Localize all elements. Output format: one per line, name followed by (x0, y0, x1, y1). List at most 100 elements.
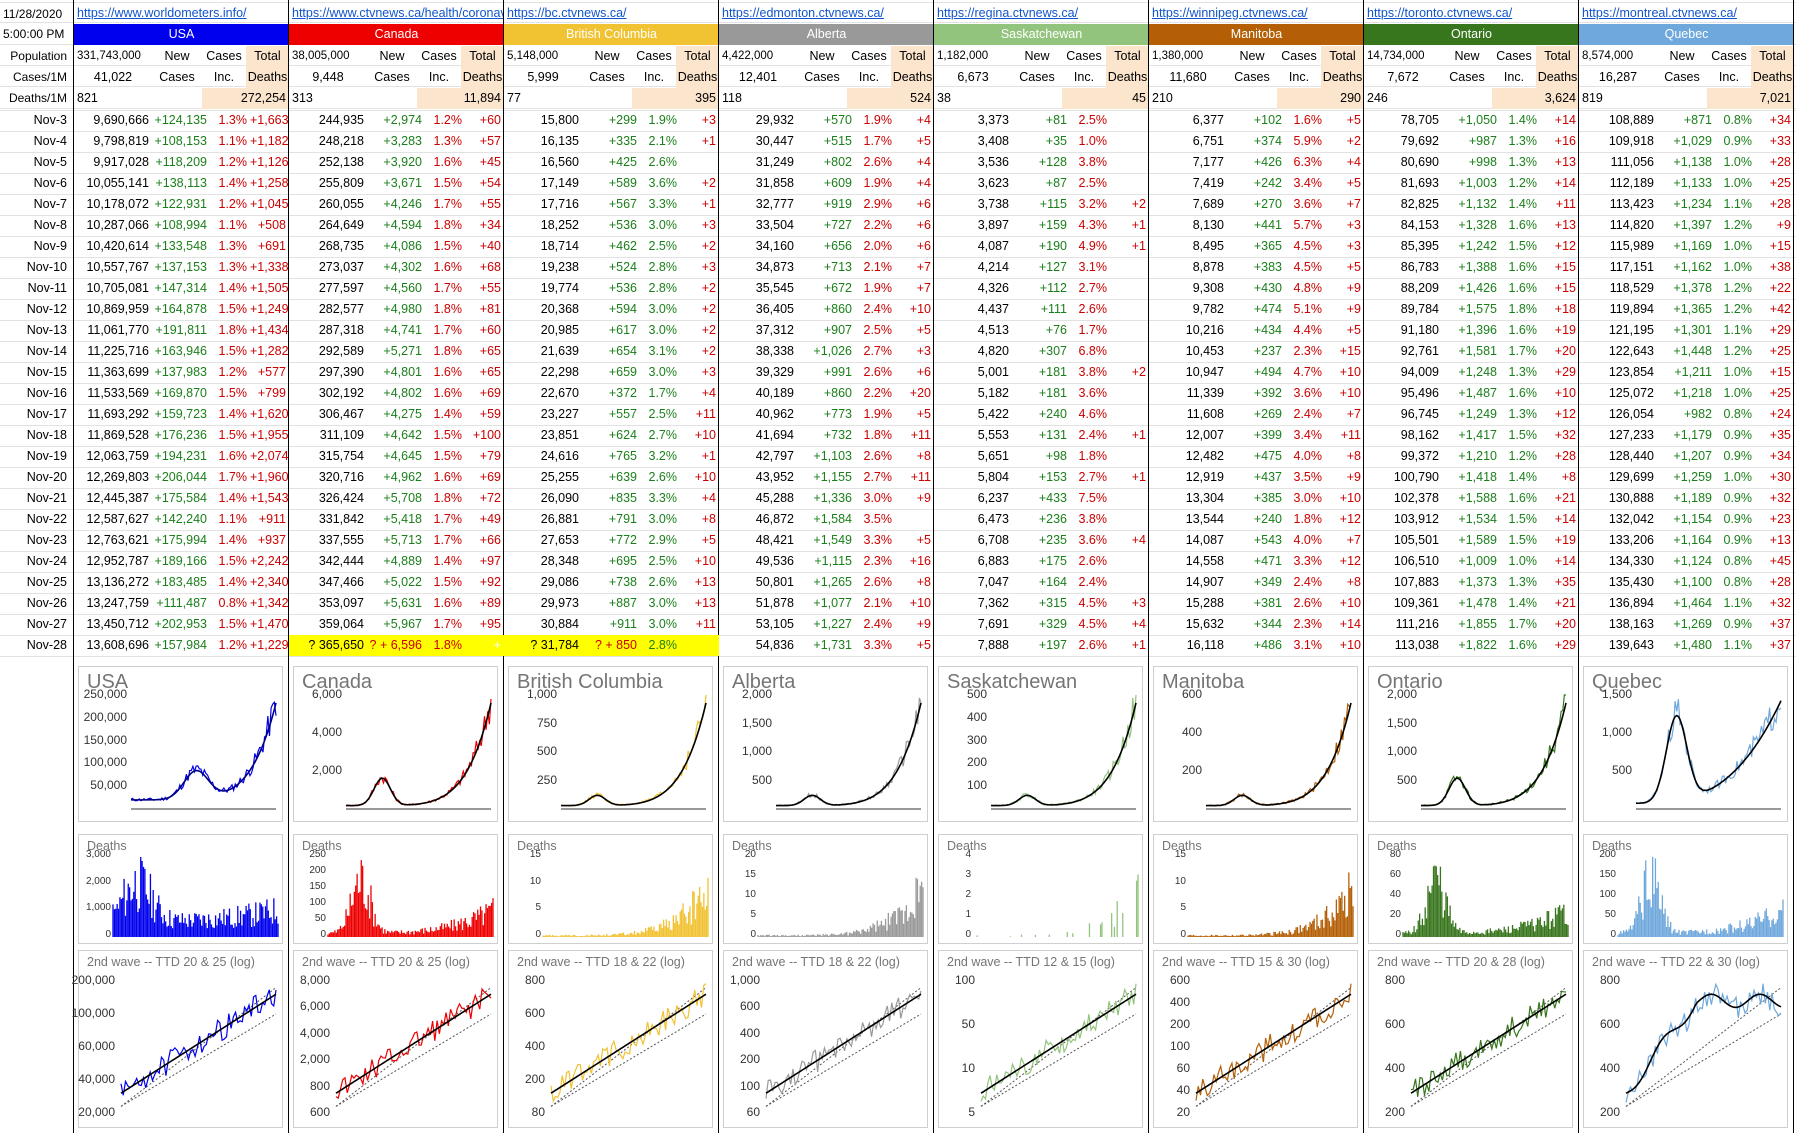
new-cases[interactable]: +695 (608, 554, 637, 568)
increase-pct[interactable]: 2.6% (863, 365, 893, 379)
new-cases[interactable]: +147,314 (154, 281, 207, 295)
new-deaths[interactable]: +7 (916, 281, 931, 295)
cum-cases[interactable]: 29,973 (540, 596, 579, 610)
new-deaths[interactable]: +2 (701, 176, 716, 190)
increase-pct[interactable]: 2.6% (1078, 554, 1108, 568)
new-deaths[interactable]: +55 (479, 281, 501, 295)
cum-cases[interactable]: 16,135 (540, 134, 579, 148)
cum-cases[interactable]: 359,064 (318, 617, 364, 631)
increase-pct[interactable]: 2.4% (1078, 575, 1108, 589)
cum-cases[interactable]: 78,705 (1400, 113, 1439, 127)
cum-cases[interactable]: 11,533,569 (87, 386, 149, 400)
new-deaths[interactable]: +25 (1769, 386, 1791, 400)
increase-pct[interactable]: 1.7% (433, 533, 463, 547)
new-cases[interactable]: +589 (608, 176, 637, 190)
new-cases[interactable]: +270 (1253, 197, 1282, 211)
new-cases[interactable]: +344 (1253, 617, 1282, 631)
new-cases[interactable]: +175,994 (154, 533, 207, 547)
new-deaths[interactable]: +15 (1554, 260, 1576, 274)
new-deaths[interactable]: +5 (916, 407, 931, 421)
increase-pct[interactable]: 3.6% (1293, 197, 1323, 211)
cum-cases[interactable]: 12,952,787 (86, 554, 149, 568)
increase-pct[interactable]: 3.1% (1293, 638, 1323, 652)
increase-pct[interactable]: 3.0% (648, 365, 678, 379)
increase-pct[interactable]: 3.6% (1293, 386, 1323, 400)
cum-cases[interactable]: 30,447 (755, 134, 794, 148)
new-deaths[interactable]: +14 (1554, 554, 1576, 568)
increase-pct[interactable]: 3.5% (1293, 470, 1323, 484)
new-deaths[interactable]: +55 (479, 197, 501, 211)
new-cases[interactable]: +4,560 (383, 281, 422, 295)
increase-pct[interactable]: 2.8% (648, 260, 678, 274)
new-deaths[interactable]: +28 (1769, 575, 1791, 589)
new-deaths[interactable]: +4 (701, 491, 716, 505)
new-deaths[interactable]: +19 (1554, 533, 1576, 547)
cum-cases[interactable]: 45,288 (755, 491, 794, 505)
new-deaths[interactable]: +1 (701, 449, 716, 463)
new-deaths[interactable]: +4 (701, 386, 716, 400)
increase-pct[interactable]: 1.8% (433, 491, 463, 505)
new-deaths[interactable]: +14 (1554, 512, 1576, 526)
new-deaths[interactable]: +19 (1554, 323, 1576, 337)
new-deaths[interactable]: +100 (472, 428, 501, 442)
new-cases[interactable]: +98 (1045, 449, 1067, 463)
cum-cases[interactable]: 123,854 (1608, 365, 1654, 379)
increase-pct[interactable]: 1.0% (1723, 155, 1753, 169)
cum-cases[interactable]: 79,692 (1400, 134, 1439, 148)
new-deaths[interactable]: +16 (909, 554, 931, 568)
increase-pct[interactable]: 1.6% (1508, 323, 1538, 337)
cum-cases[interactable]: 11,339 (1186, 386, 1224, 400)
new-deaths[interactable]: +28 (1769, 155, 1791, 169)
cum-cases[interactable]: 26,090 (540, 491, 579, 505)
cum-cases[interactable]: 6,751 (1192, 134, 1224, 148)
new-cases[interactable]: +164,878 (154, 302, 207, 316)
cum-cases[interactable]: 19,774 (540, 281, 579, 295)
increase-pct[interactable]: 1.5% (1508, 428, 1538, 442)
new-deaths[interactable]: +5 (701, 533, 716, 547)
new-cases[interactable]: +1,549 (813, 533, 852, 547)
increase-pct[interactable]: 1.8% (433, 218, 463, 232)
cum-cases[interactable]: 23,851 (540, 428, 579, 442)
new-cases[interactable]: +124,135 (154, 113, 207, 127)
new-cases[interactable]: +240 (1038, 407, 1067, 421)
cum-cases[interactable]: 11,363,699 (87, 365, 149, 379)
cum-cases[interactable]: 136,894 (1608, 596, 1654, 610)
increase-pct[interactable]: 1.0% (1723, 239, 1753, 253)
increase-pct[interactable]: 0.9% (1723, 428, 1753, 442)
increase-pct[interactable]: 1.0% (1723, 386, 1753, 400)
increase-pct[interactable]: 1.5% (433, 449, 463, 463)
new-deaths[interactable]: +13 (1769, 533, 1791, 547)
new-cases[interactable]: +624 (608, 428, 637, 442)
increase-pct[interactable]: 2.4% (1293, 575, 1323, 589)
new-deaths[interactable]: +7 (1346, 197, 1361, 211)
increase-pct[interactable]: 1.7% (433, 323, 463, 337)
increase-pct[interactable]: 2.5% (1078, 113, 1108, 127)
new-cases[interactable]: +111,487 (156, 596, 207, 610)
increase-pct[interactable]: 1.3% (433, 134, 463, 148)
new-cases[interactable]: +3,920 (383, 155, 422, 169)
new-deaths[interactable] (895, 509, 934, 530)
cum-cases[interactable]: 6,377 (1192, 113, 1224, 127)
cum-cases[interactable]: 125,072 (1608, 386, 1654, 400)
increase-pct[interactable]: 5.9% (1293, 134, 1323, 148)
new-deaths[interactable]: +79 (479, 449, 501, 463)
new-cases[interactable]: +133,548 (154, 239, 207, 253)
cum-cases[interactable]: 121,195 (1608, 323, 1654, 337)
increase-pct[interactable]: 3.3% (648, 197, 678, 211)
new-cases[interactable]: +494 (1253, 365, 1282, 379)
cum-cases[interactable]: 248,218 (318, 134, 364, 148)
cum-cases[interactable]: 5,422 (977, 407, 1009, 421)
cum-cases[interactable]: 80,690 (1400, 155, 1439, 169)
new-cases[interactable]: +919 (823, 197, 852, 211)
new-cases[interactable]: +76 (1045, 323, 1067, 337)
cum-cases[interactable]: 103,912 (1393, 512, 1439, 526)
increase-pct[interactable]: 1.4% (1508, 197, 1538, 211)
new-deaths[interactable]: +2 (701, 281, 716, 295)
new-cases[interactable]: +1,077 (813, 596, 852, 610)
cum-cases[interactable]: 8,130 (1192, 218, 1224, 232)
increase-pct[interactable]: 2.1% (863, 260, 893, 274)
cum-cases[interactable]: 5,804 (977, 470, 1009, 484)
new-deaths[interactable]: +3 (701, 113, 716, 127)
new-deaths[interactable]: +49 (479, 512, 501, 526)
new-cases[interactable]: +1,003 (1458, 176, 1497, 190)
